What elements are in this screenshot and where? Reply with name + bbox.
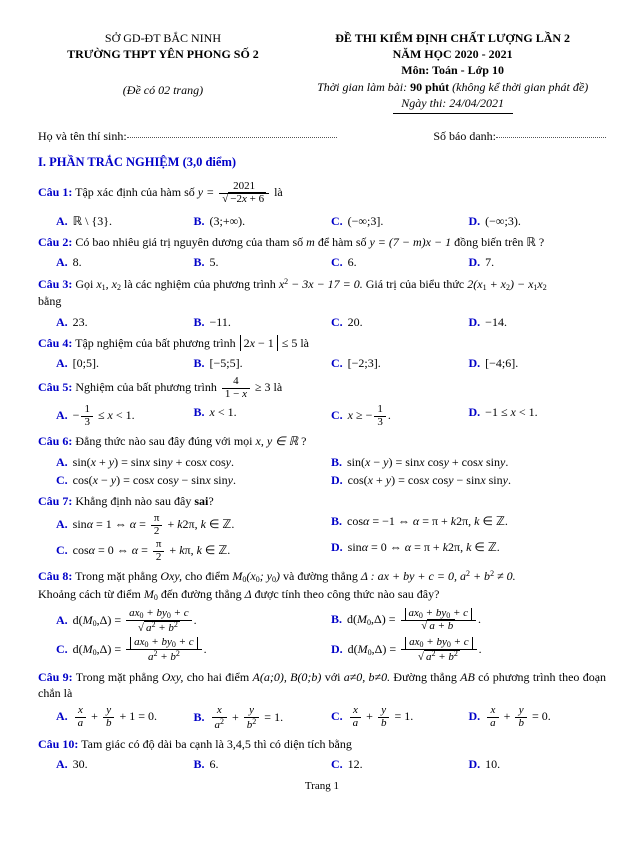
q3-opt-d: D. −14. bbox=[469, 314, 607, 330]
student-name-field: Họ và tên thí sinh: bbox=[38, 128, 337, 144]
question-1: Câu 1: Tập xác định của hàm số y = 2021√… bbox=[38, 181, 606, 205]
q2-opt-a: A. 8. bbox=[56, 254, 194, 270]
q1-opt-a: A. ℝ \ {3}. bbox=[56, 213, 194, 229]
q8-opt-a: A. d(M0,Δ) = ax0 + by0 + c√a2 + b2. bbox=[56, 608, 331, 635]
q3-options: A. 23. B. −11. C. 20. D. −14. bbox=[56, 314, 606, 332]
q9-opt-d: D. xa + yb = 0. bbox=[469, 705, 607, 731]
q8-opt-b: B. d(M0,Δ) = ax0 + by0 + c√a + b. bbox=[331, 608, 606, 635]
q1-opt-c: C. (−∞;3]. bbox=[331, 213, 469, 229]
q2-options: A. 8. B. 5. C. 6. D. 7. bbox=[56, 254, 606, 272]
question-9: Câu 9: Trong mặt phẳng Oxy, cho hai điểm… bbox=[38, 669, 606, 701]
q5-opt-b: B. x < 1. bbox=[194, 404, 332, 428]
q2-opt-c: C. 6. bbox=[331, 254, 469, 270]
pages-note: (Đề có 02 trang) bbox=[38, 82, 288, 98]
student-info: Họ và tên thí sinh: Số báo danh: bbox=[38, 128, 606, 144]
q3-opt-c: C. 20. bbox=[331, 314, 469, 330]
exam-header: SỞ GD-ĐT BẮC NINH TRƯỜNG THPT YÊN PHONG … bbox=[38, 30, 606, 114]
q4-opt-c: C. [−2;3]. bbox=[331, 355, 469, 371]
q6-opt-d: D. cos(x + y) = cosx cosy − sinx siny. bbox=[331, 472, 606, 488]
question-10: Câu 10: Tam giác có độ dài ba cạnh là 3,… bbox=[38, 736, 606, 752]
q4-options: A. [0;5]. B. [−5;5]. C. [−2;3]. D. [−4;6… bbox=[56, 355, 606, 373]
header-right: ĐỀ THI KIỂM ĐỊNH CHẤT LƯỢNG LẦN 2 NĂM HỌ… bbox=[299, 30, 606, 114]
q5-opt-a: A. −13 ≤ x < 1. bbox=[56, 404, 194, 428]
q6-options: A. sin(x + y) = sinx siny + cosx cosy. B… bbox=[56, 454, 606, 490]
q8-opt-c: C. d(M0,Δ) = ax0 + by0 + ca2 + b2. bbox=[56, 637, 331, 664]
q10-opt-d: D. 10. bbox=[469, 756, 607, 772]
department: SỞ GD-ĐT BẮC NINH bbox=[38, 30, 288, 46]
question-8: Câu 8: Trong mặt phẳng Oxy, cho điểm M0(… bbox=[38, 568, 606, 604]
q7-opt-d: D. sinα = 0 ⇔ α = π + k2π, k ∈ ℤ. bbox=[331, 539, 606, 563]
q4-opt-b: B. [−5;5]. bbox=[194, 355, 332, 371]
question-3: Câu 3: Gọi x1, x2 là các nghiệm của phươ… bbox=[38, 276, 606, 310]
q6-opt-c: C. cos(x − y) = cosx cosy − sinx siny. bbox=[56, 472, 331, 488]
school-name: TRƯỜNG THPT YÊN PHONG SỐ 2 bbox=[38, 46, 288, 62]
exam-title-1: ĐỀ THI KIỂM ĐỊNH CHẤT LƯỢNG LẦN 2 bbox=[299, 30, 606, 46]
q5-options: A. −13 ≤ x < 1. B. x < 1. C. x ≥ −13. D.… bbox=[56, 404, 606, 430]
q7-opt-b: B. cosα = −1 ⇔ α = π + k2π, k ∈ ℤ. bbox=[331, 513, 606, 537]
q1-opt-d: D. (−∞;3). bbox=[469, 213, 607, 229]
exam-subject: Môn: Toán - Lớp 10 bbox=[299, 62, 606, 78]
q10-opt-b: B. 6. bbox=[194, 756, 332, 772]
q6-opt-a: A. sin(x + y) = sinx siny + cosx cosy. bbox=[56, 454, 331, 470]
header-left: SỞ GD-ĐT BẮC NINH TRƯỜNG THPT YÊN PHONG … bbox=[38, 30, 288, 114]
q1-options: A. ℝ \ {3}. B. (3;+∞). C. (−∞;3]. D. (−∞… bbox=[56, 213, 606, 231]
q6-opt-b: B. sin(x − y) = sinx cosy + cosx siny. bbox=[331, 454, 606, 470]
q3-opt-b: B. −11. bbox=[194, 314, 332, 330]
question-2: Câu 2: Có bao nhiêu giá trị nguyên dương… bbox=[38, 234, 606, 250]
section-1-title: I. PHẦN TRẮC NGHIỆM (3,0 điểm) bbox=[38, 154, 606, 171]
exam-title-2: NĂM HỌC 2020 - 2021 bbox=[299, 46, 606, 62]
q10-opt-c: C. 12. bbox=[331, 756, 469, 772]
exam-duration: Thời gian làm bài: 90 phút (không kể thờ… bbox=[299, 79, 606, 95]
q2-opt-b: B. 5. bbox=[194, 254, 332, 270]
q8-opt-d: D. d(M0,Δ) = ax0 + by0 + c√a2 + b2. bbox=[331, 637, 606, 664]
question-6: Câu 6: Đẳng thức nào sau đây đúng với mọ… bbox=[38, 433, 606, 449]
q10-opt-a: A. 30. bbox=[56, 756, 194, 772]
q8-options: A. d(M0,Δ) = ax0 + by0 + c√a2 + b2. B. d… bbox=[56, 608, 606, 666]
q4-opt-d: D. [−4;6]. bbox=[469, 355, 607, 371]
q10-options: A. 30. B. 6. C. 12. D. 10. bbox=[56, 756, 606, 774]
q4-opt-a: A. [0;5]. bbox=[56, 355, 194, 371]
question-5: Câu 5: Nghiệm của bất phương trình 41 − … bbox=[38, 376, 606, 400]
question-4: Câu 4: Tập nghiệm của bất phương trình 2… bbox=[38, 335, 606, 351]
q9-opt-c: C. xa + yb = 1. bbox=[331, 705, 469, 731]
q1-opt-b: B. (3;+∞). bbox=[194, 213, 332, 229]
student-id-field: Số báo danh: bbox=[433, 128, 606, 144]
q9-opt-b: B. xa2 + yb2 = 1. bbox=[194, 705, 332, 731]
q7-opt-c: C. cosα = 0 ⇔ α = π2 + kπ, k ∈ ℤ. bbox=[56, 539, 331, 563]
q9-opt-a: A. xa + yb + 1 = 0. bbox=[56, 705, 194, 731]
q7-opt-a: A. sinα = 1 ⇔ α = π2 + k2π, k ∈ ℤ. bbox=[56, 513, 331, 537]
q3-opt-a: A. 23. bbox=[56, 314, 194, 330]
q9-options: A. xa + yb + 1 = 0. B. xa2 + yb2 = 1. C.… bbox=[56, 705, 606, 733]
question-7: Câu 7: Khẳng định nào sau đây sai? bbox=[38, 493, 606, 509]
page-footer: Trang 1 bbox=[38, 779, 606, 794]
exam-date: Ngày thi: 24/04/2021 bbox=[299, 95, 606, 111]
q7-options: A. sinα = 1 ⇔ α = π2 + k2π, k ∈ ℤ. B. co… bbox=[56, 513, 606, 565]
q5-opt-c: C. x ≥ −13. bbox=[331, 404, 469, 428]
q2-opt-d: D. 7. bbox=[469, 254, 607, 270]
q5-opt-d: D. −1 ≤ x < 1. bbox=[469, 404, 607, 428]
